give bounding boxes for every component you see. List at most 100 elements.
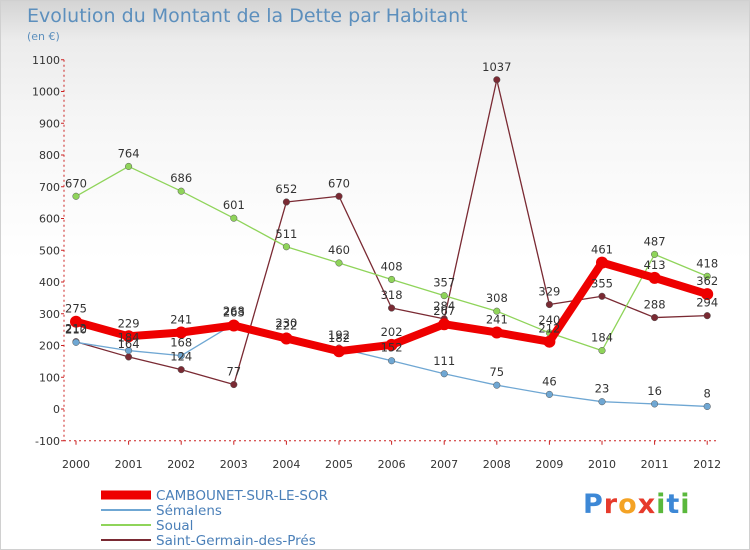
data-label: 241 [486,312,508,326]
data-label: 184 [591,331,613,345]
data-label: 23 [595,382,610,396]
data-point [125,347,133,355]
x-tick-label: 2010 [588,458,616,471]
data-label: 111 [433,354,455,368]
data-label: 284 [433,299,455,313]
data-label: 294 [696,296,718,310]
data-label: 168 [170,336,192,350]
data-point [122,330,135,343]
y-tick-label: 600 [39,213,60,226]
logo-letter: i [680,489,691,520]
data-label: 275 [65,302,87,316]
data-point [701,288,714,301]
data-label: 1037 [482,60,511,74]
data-label: 184 [118,331,140,345]
data-label: 413 [644,258,666,272]
x-tick-label: 2006 [378,458,406,471]
data-label: 124 [170,350,192,364]
data-point [598,292,606,300]
data-label: 460 [328,243,350,257]
data-point [282,198,290,206]
data-point [177,187,185,195]
x-tick-label: 2004 [272,458,300,471]
legend-label: Soual [156,518,193,534]
y-tick-label: 800 [39,149,60,162]
data-point [651,314,659,322]
data-label: 267 [433,304,455,318]
data-point [72,338,80,346]
data-label: 75 [489,365,504,379]
data-label: 212 [65,322,87,336]
series-lines [70,76,714,411]
data-point [125,162,133,170]
data-point [598,398,606,406]
data-label: 164 [118,337,140,351]
data-label: 362 [696,274,718,288]
y-tick-label: 400 [39,276,60,289]
logo-letter: i [656,489,667,520]
data-point [230,214,238,222]
data-label: 192 [328,328,350,342]
legend: CAMBOUNET-SUR-LE-SORSémalensSoualSaint-G… [101,488,328,549]
data-point [388,357,396,365]
data-label: 8 [704,386,711,400]
data-point [493,307,501,315]
data-label: 329 [538,285,560,299]
data-label: 241 [170,312,192,326]
data-label: 77 [226,365,241,379]
data-label: 511 [275,227,297,241]
y-tick-label: 900 [39,117,60,130]
x-tick-label: 2002 [167,458,195,471]
data-label: 16 [647,384,662,398]
data-label: 230 [275,316,297,330]
data-point [175,326,188,339]
data-point [703,402,711,411]
x-tick-label: 2007 [430,458,458,471]
data-point [177,352,185,360]
data-point [388,275,396,284]
data-label: 670 [65,176,87,190]
data-point [177,366,185,374]
data-point [440,370,448,378]
data-point [385,338,398,351]
data-label: 601 [223,198,245,212]
y-tick-label: 500 [39,244,60,257]
data-label: 418 [696,256,718,270]
x-tick-label: 2008 [483,458,511,471]
data-point [545,390,553,398]
y-tick-label: 1100 [32,54,60,67]
logo-letter: r [603,489,619,520]
legend-label: Saint-Germain-des-Prés [156,533,316,549]
data-point [280,332,293,345]
legend-label: CAMBOUNET-SUR-LE-SOR [156,488,328,504]
data-point [335,192,343,200]
y-tick-label: 1000 [32,86,60,99]
y-tick-label: 100 [39,371,60,384]
data-point [651,250,659,258]
data-label: 222 [275,319,297,333]
data-label: 764 [118,146,140,160]
logo-letter: x [637,489,657,520]
data-point [543,335,556,348]
data-label: 268 [223,304,245,318]
data-point [493,381,501,389]
x-tick-label: 2011 [641,458,669,471]
y-tick-label: 300 [39,308,60,321]
logo-letter: P [583,489,604,520]
data-point [72,192,80,200]
data-point [651,400,659,408]
y-tick-label: 700 [39,181,60,194]
data-label: 152 [381,341,403,355]
x-tick-label: 2012 [693,458,721,471]
x-tick-label: 2003 [220,458,248,471]
data-point [125,353,133,361]
data-point [333,345,345,358]
x-tick-label: 2000 [62,458,90,471]
data-label: 240 [538,313,560,327]
data-label: 229 [118,316,140,330]
data-point [230,381,238,389]
y-tick-label: 200 [39,340,60,353]
data-point [282,243,290,251]
